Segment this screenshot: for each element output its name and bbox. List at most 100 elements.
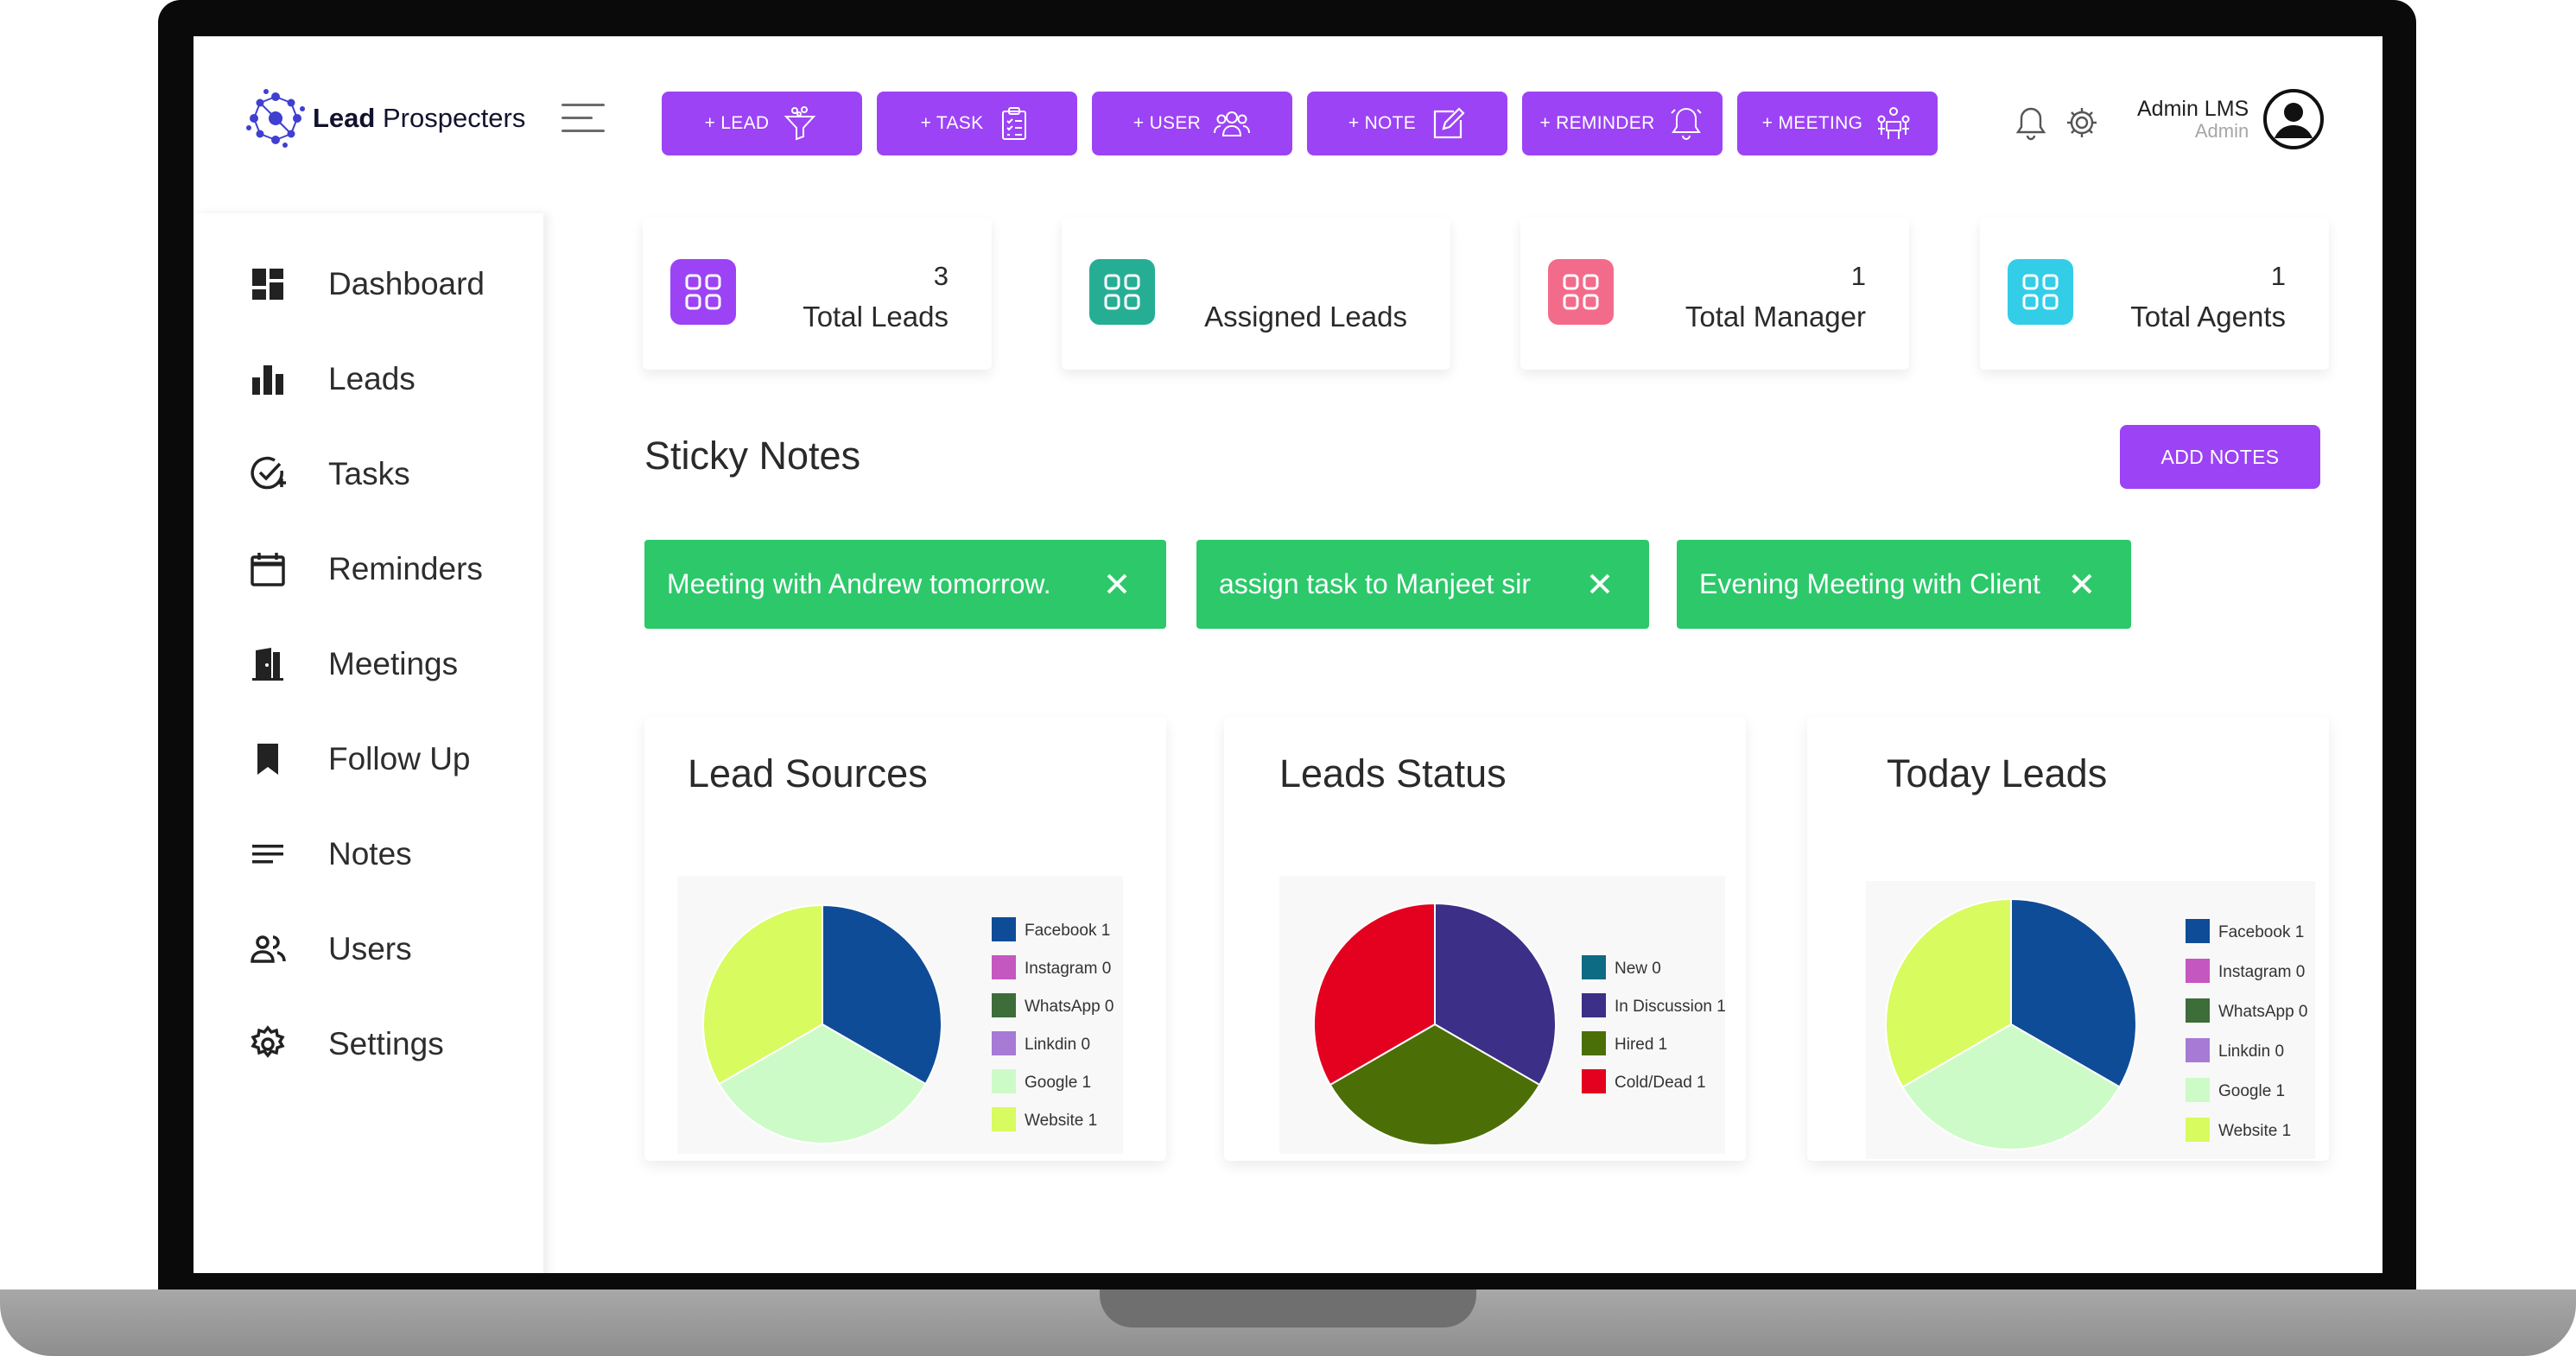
pie-slice-facebook[interactable] [2010, 897, 2137, 1088]
users-icon [249, 930, 287, 968]
stat-card-total-manager[interactable]: 1 Total Manager [1520, 218, 1909, 370]
pie-slice-website[interactable] [702, 903, 823, 1086]
legend-swatch [1582, 1031, 1606, 1055]
sidebar-item-meetings[interactable]: Meetings [249, 645, 458, 683]
app-screen: Lead Prospecters + LEAD + TASK + USER + … [194, 36, 2382, 1273]
legend-label[interactable]: Facebook 1 [2218, 923, 2304, 941]
legend-swatch [1582, 955, 1606, 979]
pie-slice-cold-dead[interactable] [1313, 902, 1436, 1087]
sticky-note[interactable]: Evening Meeting with Client [1677, 540, 2131, 629]
stat-card-assigned-leads[interactable]: Assigned Leads [1062, 218, 1450, 370]
legend-swatch [992, 917, 1016, 941]
close-icon[interactable] [1102, 569, 1132, 599]
legend-swatch [1582, 1069, 1606, 1093]
add-note-button[interactable]: + NOTE [1307, 92, 1507, 155]
settings-gear-icon[interactable] [2065, 105, 2099, 140]
grid-icon [2008, 259, 2073, 325]
chart-card-leads-status: Leads Status New 0 In Discussion 1 Hired 1… [1224, 717, 1746, 1161]
chart-area: New 0 In Discussion 1 Hired 1 Cold/Dead 1 [1279, 876, 1725, 1154]
legend-swatch [992, 1031, 1016, 1055]
legend-label[interactable]: Google 1 [2218, 1082, 2285, 1100]
calendar-icon [249, 550, 287, 588]
stat-value: 3 [933, 261, 949, 291]
legend-label[interactable]: WhatsApp 0 [2218, 1003, 2308, 1021]
clipboard-icon [1002, 107, 1027, 140]
sidebar-item-users[interactable]: Users [249, 930, 412, 968]
legend-swatch [992, 1069, 1016, 1093]
stat-card-total-agents[interactable]: 1 Total Agents [1980, 218, 2329, 370]
sidebar: Dashboard Leads Tasks Reminders Meetings… [194, 213, 543, 1273]
add-notes-button[interactable]: ADD NOTES [2120, 425, 2320, 489]
lines-icon [249, 835, 287, 873]
meeting-icon [1877, 107, 1910, 139]
legend-swatch [2186, 959, 2210, 983]
funnel-icon [784, 106, 816, 141]
legend-label[interactable]: Linkdin 0 [2218, 1042, 2284, 1061]
sidebar-item-tasks[interactable]: Tasks [249, 455, 410, 493]
add-task-button[interactable]: + TASK [877, 92, 1077, 155]
user-role: Admin [2194, 119, 2249, 142]
sidebar-item-notes[interactable]: Notes [249, 835, 412, 873]
add-reminder-button[interactable]: + REMINDER [1522, 92, 1723, 155]
legend-label[interactable]: Facebook 1 [1025, 922, 1110, 940]
sticky-note[interactable]: assign task to Manjeet sir [1196, 540, 1649, 629]
stat-value: 1 [2270, 261, 2286, 291]
stat-label: Assigned Leads [1204, 301, 1407, 333]
legend-swatch [2186, 1118, 2210, 1142]
close-icon[interactable] [1585, 569, 1615, 599]
stat-label: Total Manager [1685, 301, 1866, 333]
users-icon [1214, 111, 1251, 136]
chart-card-today-leads: Today Leads Facebook 1 Instagram 0 WhatsAp… [1807, 717, 2329, 1161]
grid-icon [1089, 259, 1155, 325]
add-meeting-button[interactable]: + MEETING [1737, 92, 1938, 155]
sticky-note[interactable]: Meeting with Andrew tomorrow. [644, 540, 1166, 629]
legend-swatch [992, 955, 1016, 979]
legend-label[interactable]: Google 1 [1025, 1074, 1091, 1092]
sidebar-item-dashboard[interactable]: Dashboard [249, 265, 485, 303]
logo-network-icon [246, 89, 305, 148]
user-name: Admin LMS [2137, 96, 2249, 121]
dashboard-icon [249, 265, 287, 303]
quick-actions: + LEAD + TASK + USER + NOTE + REMINDER +… [662, 92, 1952, 155]
bell-icon [1670, 107, 1702, 140]
edit-note-icon [1434, 107, 1465, 139]
legend-swatch [992, 1107, 1016, 1131]
note-text: assign task to Manjeet sir [1219, 568, 1532, 599]
pie-slice-in-discussion[interactable] [1434, 902, 1557, 1087]
grid-icon [670, 259, 736, 325]
note-text: Evening Meeting with Client [1699, 568, 2040, 599]
user-menu[interactable]: Admin LMS Admin [2137, 88, 2325, 150]
close-icon[interactable] [2067, 569, 2097, 599]
legend-label[interactable]: Website 1 [2218, 1122, 2291, 1140]
legend-label[interactable]: Instagram 0 [1025, 960, 1111, 978]
legend-label[interactable]: Cold/Dead 1 [1615, 1074, 1706, 1092]
legend-label[interactable]: Instagram 0 [2218, 963, 2305, 981]
pie-chart: New 0 In Discussion 1 Hired 1 Cold/Dead 1 [1313, 902, 1725, 1146]
note-text: Meeting with Andrew tomorrow. [667, 568, 1051, 599]
legend-label[interactable]: New 0 [1615, 960, 1661, 978]
chart-area: Facebook 1 Instagram 0 WhatsApp 0 Linkdin 0… [677, 876, 1123, 1154]
legend-label[interactable]: In Discussion 1 [1615, 998, 1725, 1016]
pie-chart: Facebook 1 Instagram 0 WhatsApp 0 Linkdin 0… [702, 903, 1114, 1144]
legend-label[interactable]: Website 1 [1025, 1112, 1097, 1130]
pie-slice-google[interactable] [1901, 1023, 2121, 1150]
door-icon [249, 645, 287, 683]
menu-toggle-icon[interactable] [562, 104, 605, 136]
pie-slice-facebook[interactable] [822, 903, 942, 1086]
stat-card-total-leads[interactable]: 3 Total Leads [643, 218, 992, 370]
sidebar-item-settings[interactable]: Settings [249, 1025, 444, 1063]
add-user-button[interactable]: + USER [1092, 92, 1292, 155]
sidebar-item-leads[interactable]: Leads [249, 360, 416, 398]
sidebar-item-follow-up[interactable]: Follow Up [249, 740, 471, 778]
pie-chart: Facebook 1 Instagram 0 WhatsApp 0 Linkdin 0… [1885, 897, 2308, 1150]
add-lead-button[interactable]: + LEAD [662, 92, 862, 155]
sticky-notes-title: Sticky Notes [644, 434, 861, 478]
legend-label[interactable]: WhatsApp 0 [1025, 998, 1114, 1016]
notifications-bell-icon[interactable] [2014, 105, 2047, 142]
brand-logo[interactable]: Lead Prospecters [244, 86, 525, 150]
pie-slice-website[interactable] [1885, 897, 2012, 1088]
avatar[interactable] [2262, 88, 2325, 150]
legend-label[interactable]: Hired 1 [1615, 1036, 1667, 1054]
sidebar-item-reminders[interactable]: Reminders [249, 550, 483, 588]
legend-label[interactable]: Linkdin 0 [1025, 1036, 1090, 1054]
